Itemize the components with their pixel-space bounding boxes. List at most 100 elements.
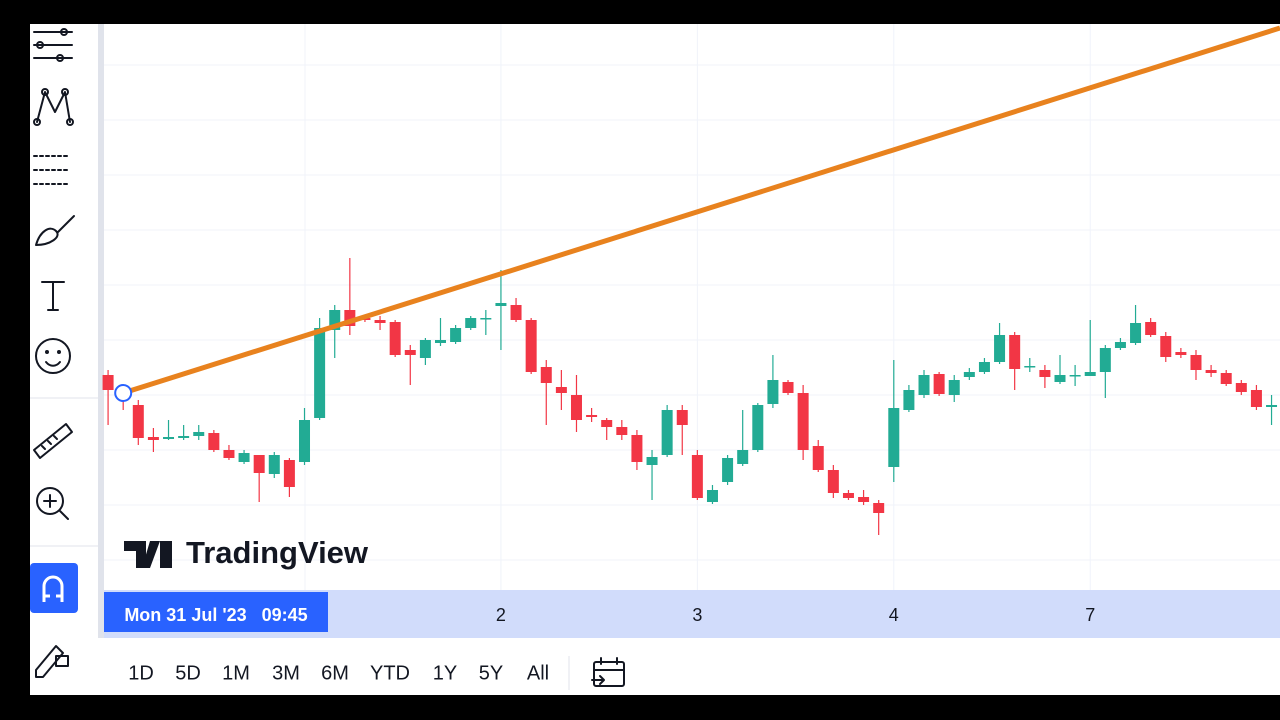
candle-body [314, 328, 326, 418]
bottom-border [0, 695, 1280, 720]
candle-body [616, 427, 628, 435]
candle-body [903, 390, 915, 410]
candle-body [1250, 390, 1262, 407]
candle-body [994, 335, 1006, 362]
candle-body [434, 340, 446, 343]
candle-body [299, 420, 311, 462]
candle-body [1009, 335, 1021, 369]
trend-anchor [114, 384, 133, 402]
candle-body [1205, 370, 1217, 373]
x-tick-label: 3 [692, 605, 702, 625]
candle-body [858, 497, 870, 502]
candle-body [1024, 366, 1036, 368]
candle-body [1235, 383, 1247, 392]
candle-body [223, 450, 235, 458]
candle-body [827, 470, 839, 493]
range-button[interactable]: 6M [321, 662, 349, 684]
candle-body [918, 375, 930, 395]
candle-body [752, 405, 764, 450]
candle-body [948, 380, 960, 395]
candle-body [933, 374, 945, 394]
range-button[interactable]: YTD [370, 662, 410, 684]
candle-body [722, 458, 734, 482]
candle-body [706, 490, 718, 502]
candle-body [163, 437, 175, 439]
candle-body [646, 457, 658, 465]
crosshair-label: Mon 31 Jul '23 09:45 [124, 605, 307, 625]
candle-body [102, 375, 114, 390]
candle-body [661, 410, 673, 455]
range-button[interactable]: 1D [128, 662, 154, 684]
candle-body [389, 322, 401, 355]
toolbar-divider [98, 24, 104, 695]
x-tick-label: 2 [496, 605, 506, 625]
candle-body [978, 362, 990, 372]
top-border [0, 0, 1280, 24]
candle-body [480, 318, 492, 320]
candle-body [178, 436, 190, 438]
candle-body [1175, 352, 1187, 355]
candle-body [495, 303, 507, 306]
range-button[interactable]: 5D [175, 662, 201, 684]
range-button[interactable]: 1M [222, 662, 250, 684]
candle-body [555, 387, 567, 393]
candle-body [782, 382, 794, 393]
candle-body [570, 395, 582, 420]
candle-body [767, 380, 779, 404]
range-button[interactable]: 3M [272, 662, 300, 684]
trend-line [122, 25, 1280, 396]
candle-body [329, 310, 341, 330]
candle-body [147, 437, 159, 440]
candle-body [676, 410, 688, 425]
candle-body [193, 432, 205, 436]
candle-body [419, 340, 431, 358]
candle-body [1084, 372, 1096, 376]
candles [102, 25, 1280, 535]
candle-body [1130, 323, 1142, 343]
candle-body [253, 455, 265, 473]
candle-body [450, 328, 462, 342]
range-button[interactable]: 5Y [479, 662, 503, 684]
crosshair-label-box [104, 592, 328, 632]
watermark: TradingView [124, 535, 369, 570]
candle-body [1190, 355, 1202, 370]
candle-body [963, 372, 975, 377]
candle-body [1266, 405, 1278, 407]
candle-body [1220, 373, 1232, 384]
candle-body [465, 318, 477, 328]
candle-body [525, 320, 537, 372]
candle-body [1039, 370, 1051, 377]
toolbar-icons [33, 28, 75, 678]
candle-body [404, 350, 416, 355]
candle-body [268, 455, 280, 474]
candle-body [1069, 375, 1081, 377]
candle-body [601, 420, 613, 427]
candle-body [797, 393, 809, 450]
candle-body [344, 310, 356, 326]
candle-body [888, 408, 900, 467]
candle-body [208, 433, 220, 450]
candle-body [238, 453, 250, 462]
candle-body [812, 446, 824, 470]
range-button[interactable]: 1Y [433, 662, 457, 684]
calendar-button[interactable] [591, 657, 625, 687]
candle-body [1160, 336, 1172, 357]
candle-body [1145, 322, 1157, 335]
candle-body [374, 320, 386, 323]
magnet-button[interactable] [30, 563, 78, 613]
candle-body [586, 415, 598, 417]
candle-body [132, 405, 144, 438]
candle-body [737, 450, 749, 464]
candle-body [842, 493, 854, 498]
logo [124, 541, 172, 568]
candle-body [631, 435, 643, 462]
range-button[interactable]: All [527, 662, 549, 684]
x-tick-label: 7 [1085, 605, 1095, 625]
candle-body [540, 367, 552, 383]
candle-body [283, 460, 295, 487]
candle-body [1114, 342, 1126, 348]
x-tick-label: 4 [889, 605, 899, 625]
range-buttons: 1D 5D 1M 3M 6M YTD 1Y 5Y All [128, 662, 549, 684]
candle-body [691, 455, 703, 498]
